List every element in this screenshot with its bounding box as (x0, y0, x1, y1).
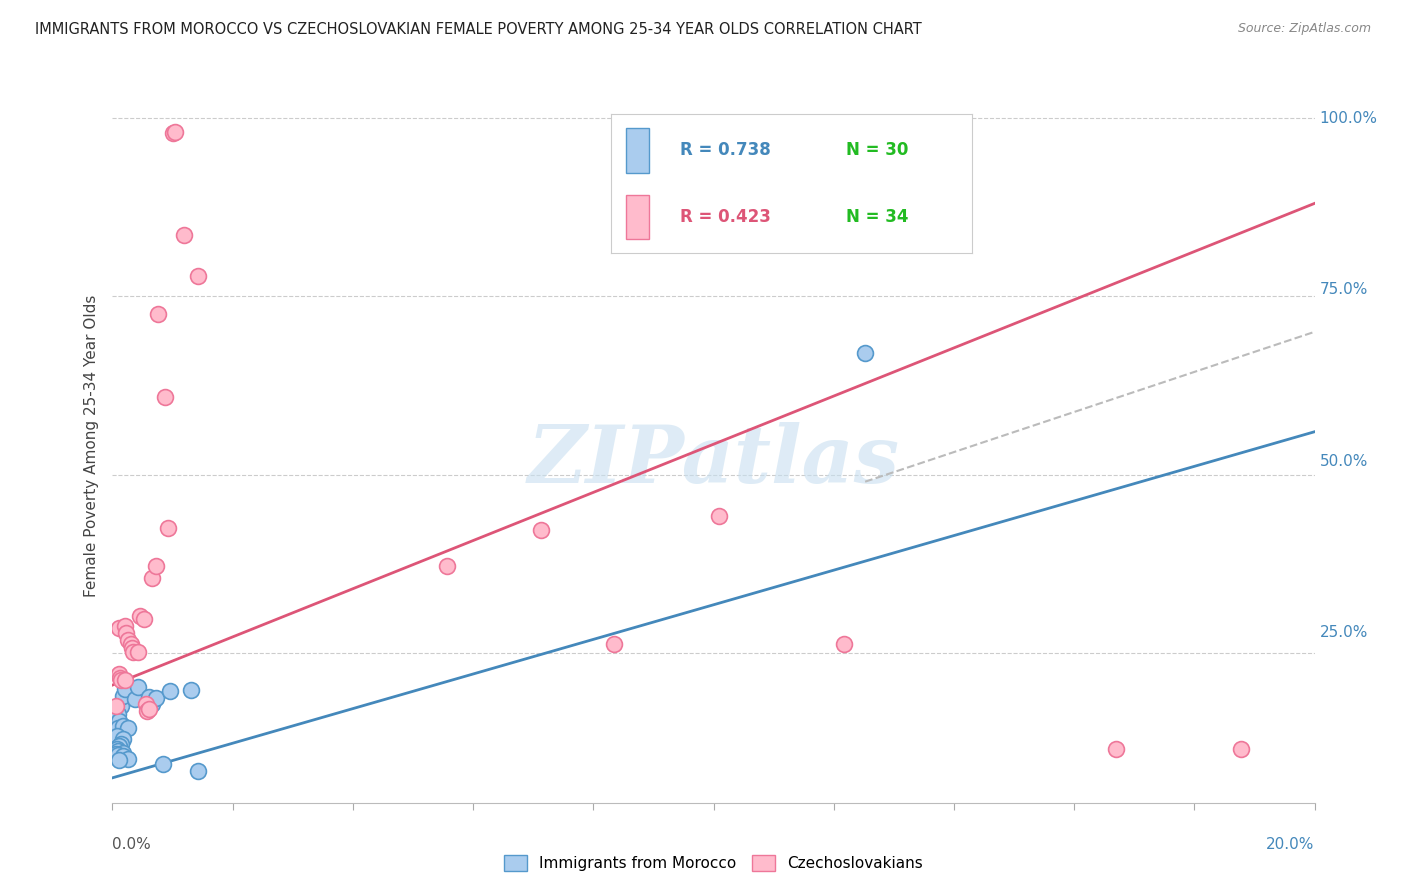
Text: Source: ZipAtlas.com: Source: ZipAtlas.com (1237, 22, 1371, 36)
Point (104, 747, 127, 762)
Point (530, 523, 553, 537)
Point (153, 391, 176, 405)
Y-axis label: Female Poverty Among 25-34 Year Olds: Female Poverty Among 25-34 Year Olds (83, 295, 98, 597)
Point (1230, 742, 1253, 756)
Point (111, 689, 134, 703)
Point (162, 127, 184, 141)
Point (104, 699, 127, 714)
Point (111, 731, 134, 746)
Point (853, 346, 876, 360)
Text: 20.0%: 20.0% (1267, 837, 1315, 852)
Point (120, 637, 142, 651)
Point (603, 637, 626, 651)
Point (152, 756, 174, 771)
Point (111, 746, 134, 760)
Point (117, 721, 139, 735)
Point (111, 719, 134, 733)
Point (165, 125, 187, 139)
Point (107, 667, 129, 681)
Point (136, 705, 159, 719)
Point (173, 228, 195, 243)
Point (107, 621, 129, 635)
Point (107, 744, 129, 758)
Point (148, 307, 170, 321)
Point (138, 701, 160, 715)
Point (107, 714, 129, 728)
Point (141, 571, 163, 585)
Point (107, 721, 129, 735)
Point (121, 640, 143, 655)
Point (110, 699, 132, 714)
Point (105, 730, 128, 744)
Point (145, 558, 167, 573)
Point (107, 739, 129, 753)
Point (132, 612, 155, 626)
Point (135, 698, 157, 712)
Point (127, 644, 149, 658)
Point (1105, 742, 1128, 756)
Text: IMMIGRANTS FROM MOROCCO VS CZECHOSLOVAKIAN FEMALE POVERTY AMONG 25-34 YEAR OLDS : IMMIGRANTS FROM MOROCCO VS CZECHOSLOVAKI… (35, 22, 922, 37)
Point (107, 706, 129, 721)
Point (111, 749, 134, 764)
Point (122, 644, 145, 658)
Point (159, 683, 181, 698)
Point (832, 637, 855, 651)
Point (114, 673, 136, 687)
Point (114, 619, 136, 633)
Point (707, 508, 730, 523)
Legend: Immigrants from Morocco, Czechoslovakians: Immigrants from Morocco, Czechoslovakian… (498, 849, 929, 877)
Point (138, 690, 160, 705)
Point (110, 737, 132, 751)
Point (156, 521, 179, 535)
Point (107, 753, 129, 767)
Point (115, 626, 138, 640)
Point (107, 747, 129, 762)
Point (108, 671, 131, 685)
Point (180, 683, 202, 698)
Point (114, 681, 136, 696)
Point (187, 269, 209, 284)
Point (145, 690, 167, 705)
Text: ZIPatlas: ZIPatlas (527, 422, 900, 499)
Text: 0.0%: 0.0% (112, 837, 152, 852)
Point (187, 764, 209, 778)
Point (127, 680, 149, 694)
Point (117, 633, 139, 648)
Point (141, 698, 163, 712)
Point (128, 608, 150, 623)
Point (436, 558, 458, 573)
Point (124, 692, 146, 706)
Point (117, 751, 139, 765)
Point (105, 742, 128, 756)
Point (110, 673, 132, 687)
